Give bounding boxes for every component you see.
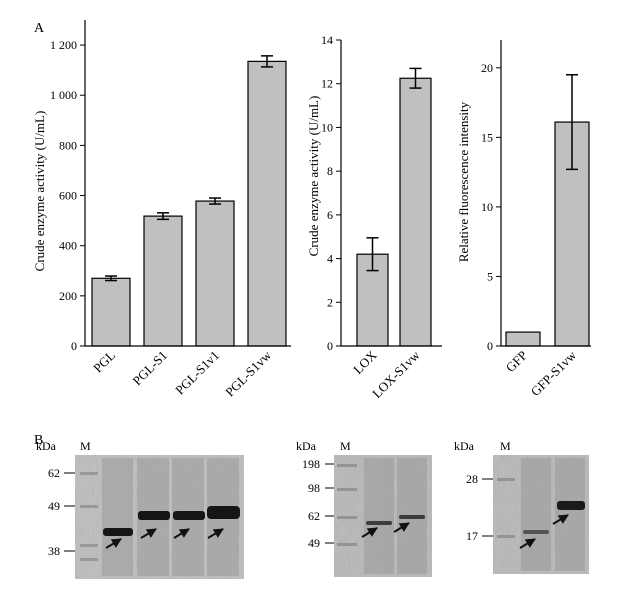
x-tick-label: LOX <box>350 347 380 377</box>
bars <box>505 74 590 347</box>
y-tick-label: 8 <box>327 164 333 178</box>
marker-bands <box>80 472 98 561</box>
y-tick-label: 0 <box>487 339 493 353</box>
kda-label: kDa <box>296 439 317 453</box>
y-tick-label: 10 <box>481 200 493 214</box>
y-axis-label: Crude enzyme activity (U/mL) <box>306 96 321 257</box>
y-tick-label: 400 <box>59 239 77 253</box>
x-tick-label: GFP-S1vw <box>528 347 580 399</box>
x-tick-label: PGL-S1vw <box>222 347 274 399</box>
y-axis-label: Crude enzyme activity (U/mL) <box>32 111 47 272</box>
y-tick-label: 1 000 <box>50 88 77 102</box>
y-tick-label: 4 <box>327 252 333 266</box>
bar-pgl <box>91 277 131 347</box>
x-tick-label: PGL-S1v1 <box>172 348 222 398</box>
y-tick-label: 800 <box>59 138 77 152</box>
marker-lane-label: M <box>80 439 91 453</box>
gel-lox: kDa M 198 98 62 49 <box>296 439 432 577</box>
marker-62: 62 <box>48 466 60 480</box>
lane-background <box>521 458 585 571</box>
marker-ticks <box>64 472 75 552</box>
y-tick-label: 1 200 <box>50 38 77 52</box>
lane-background <box>364 458 427 574</box>
y-tick-label: 0 <box>327 339 333 353</box>
band-arrows <box>361 522 410 538</box>
target-bands <box>366 515 425 525</box>
panel-label-b: B <box>34 433 43 448</box>
bar-gfp <box>505 331 541 347</box>
kda-label: kDa <box>36 439 57 453</box>
marker-98: 98 <box>308 481 320 495</box>
marker-lane-label: M <box>500 439 511 453</box>
y-tick-label: 5 <box>487 269 493 283</box>
marker-198: 198 <box>302 457 320 471</box>
y-tick-label: 15 <box>481 130 493 144</box>
target-bands <box>523 501 585 534</box>
chart-gfp: Relative fluorescence intensity 0 5 10 15 20… <box>456 40 591 399</box>
marker-bands <box>497 478 515 538</box>
bars <box>356 67 432 347</box>
y-axis-ticks: 0 200 400 600 800 1 000 1 200 <box>50 38 85 353</box>
marker-49: 49 <box>308 536 320 550</box>
x-tick-label: PGL-S1 <box>129 348 170 389</box>
marker-ticks <box>482 478 493 537</box>
y-tick-label: 0 <box>71 339 77 353</box>
y-tick-label: 20 <box>481 61 493 75</box>
y-tick-label: 2 <box>327 295 333 309</box>
marker-28: 28 <box>466 472 478 486</box>
x-tick-label: PGL <box>90 347 118 375</box>
lane-background <box>102 458 239 576</box>
x-tick-label: LOX-S1vw <box>369 347 423 401</box>
y-tick-label: 200 <box>59 289 77 303</box>
marker-38: 38 <box>48 544 60 558</box>
chart-lox: Crude enzyme activity (U/mL) 0 2 4 6 8 10 12 14… <box>306 33 442 401</box>
gel-pgl: kDa M 62 49 38 <box>36 439 244 579</box>
y-tick-label: 10 <box>321 120 333 134</box>
y-tick-label: 600 <box>59 189 77 203</box>
kda-label: kDa <box>454 439 475 453</box>
y-tick-label: 12 <box>321 77 333 91</box>
marker-49: 49 <box>48 499 60 513</box>
marker-lane-label: M <box>340 439 351 453</box>
y-axis-label: Relative fluorescence intensity <box>456 101 471 262</box>
y-axis-ticks: 0 2 4 6 8 10 12 14 <box>321 33 341 353</box>
target-bands <box>103 506 240 536</box>
bar-lox-s1vw <box>399 77 432 347</box>
y-tick-label: 6 <box>327 208 333 222</box>
bar-pgl-s1v1 <box>195 200 235 347</box>
band-arrows <box>105 528 224 549</box>
marker-bands <box>337 464 357 546</box>
x-tick-labels: PGL PGL-S1 PGL-S1v1 PGL-S1vw <box>90 347 274 399</box>
x-tick-label: GFP <box>503 348 530 375</box>
chart-pgl: Crude enzyme activity (U/mL) 0 200 400 600 8… <box>32 20 291 399</box>
bar-pgl-s1vw <box>247 60 287 347</box>
gel-gfp: kDa M 28 17 <box>454 439 589 574</box>
panel-label-a: A <box>34 21 45 36</box>
y-axis-ticks: 0 5 10 15 20 <box>481 61 501 353</box>
band-arrows <box>519 514 569 549</box>
bars <box>91 55 287 347</box>
marker-17: 17 <box>466 529 478 543</box>
bar-pgl-s1 <box>143 215 183 347</box>
y-tick-label: 14 <box>321 33 333 47</box>
marker-ticks <box>325 463 334 544</box>
marker-62: 62 <box>308 509 320 523</box>
